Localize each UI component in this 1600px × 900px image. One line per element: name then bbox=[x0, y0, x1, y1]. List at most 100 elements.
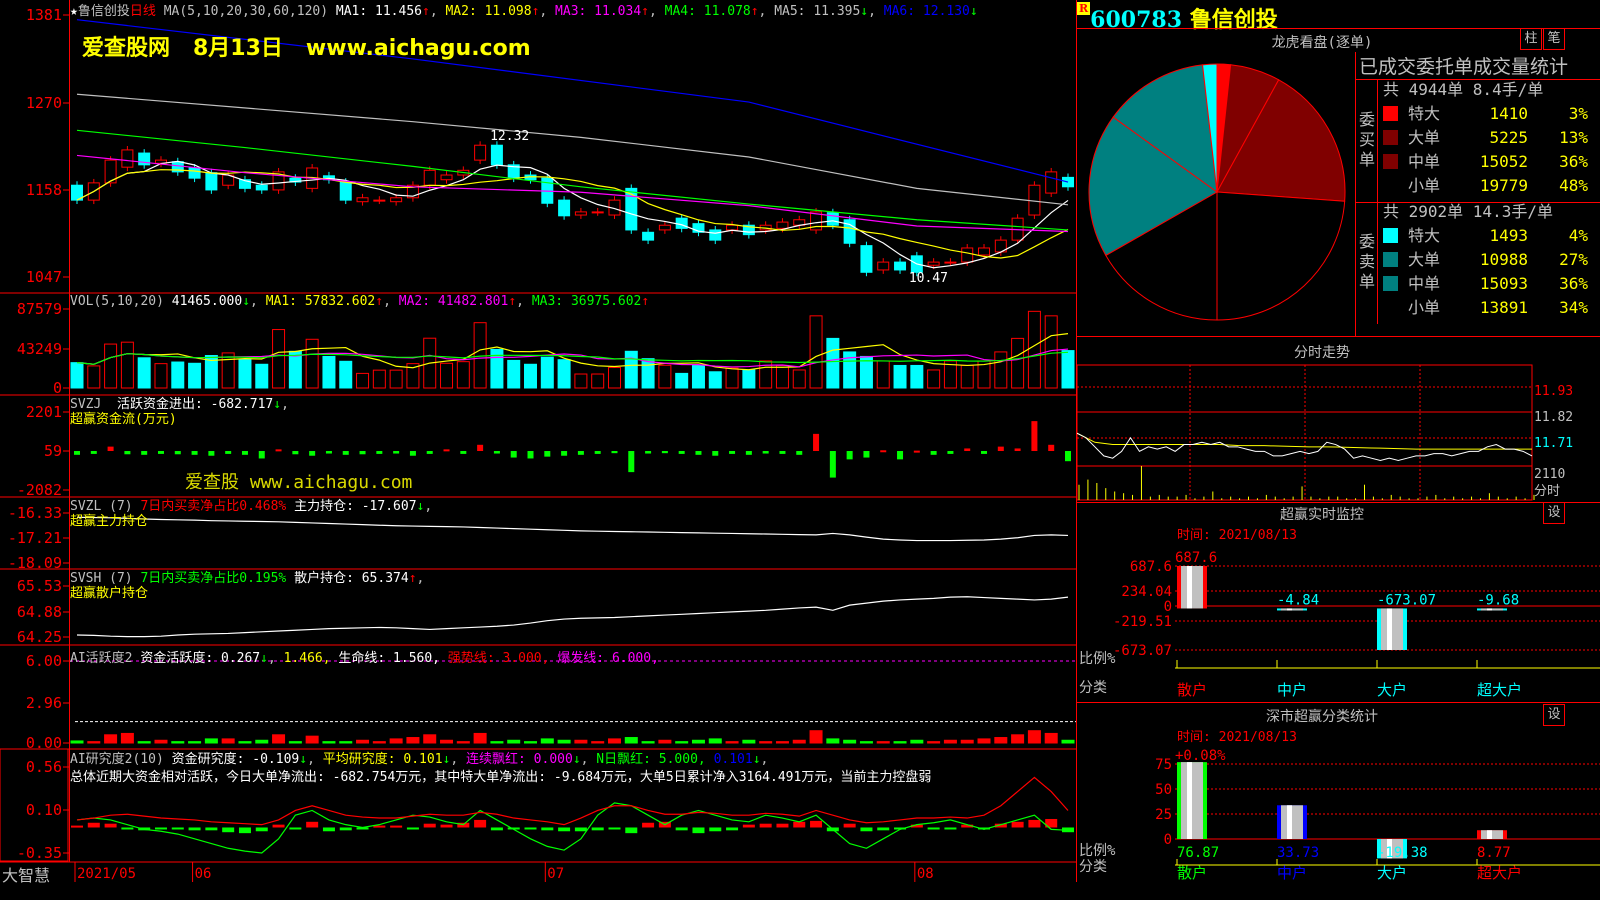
volume-bar bbox=[1061, 350, 1075, 389]
fund-flow-bar bbox=[74, 451, 80, 455]
research-bar bbox=[944, 827, 957, 830]
fund-flow-bar bbox=[225, 451, 232, 454]
fund-flow-bar bbox=[678, 451, 685, 454]
activity-bar bbox=[759, 741, 773, 744]
candle-down bbox=[188, 167, 201, 179]
activity-bar bbox=[1011, 734, 1025, 744]
fund-flow-bar bbox=[997, 446, 1004, 452]
row-pct: 4% bbox=[1568, 226, 1588, 245]
candle-up bbox=[423, 169, 436, 186]
category-bar bbox=[1277, 805, 1307, 839]
activity-bar bbox=[423, 734, 437, 744]
fund-flow-bar bbox=[628, 451, 635, 473]
buy-row: 中单 15052 36% bbox=[1383, 150, 1588, 174]
bar-highlight bbox=[1187, 566, 1192, 609]
period-label[interactable]: 日线 bbox=[129, 4, 156, 19]
fund-flow-bar bbox=[829, 451, 836, 478]
activity-bar bbox=[775, 741, 789, 744]
research-bar bbox=[558, 827, 571, 832]
minute-chart[interactable]: 11.93 11.82 11.71 2110 分时 bbox=[1077, 360, 1600, 502]
main-header: ★鲁信创投日线 MA(5,10,20,30,60,120) MA1: 11.45… bbox=[70, 4, 978, 19]
top-value: +0.08% bbox=[1175, 748, 1226, 764]
buy-row: 大单 5225 13% bbox=[1383, 126, 1588, 150]
y-tick-label: 2.96 bbox=[26, 694, 62, 712]
kline-chart-area[interactable]: 1381 1270 1158 1047 87579 43249 0 2201 59 -2082 -1… bbox=[0, 0, 1076, 885]
favorite-star-icon[interactable]: ★ bbox=[70, 4, 78, 19]
activity-bar bbox=[792, 739, 806, 744]
right-panel: R600783 鲁信创投 龙虎看盘(逐单) 柱 笔 已成交委托单成交量统计 委买… bbox=[1076, 0, 1600, 882]
candle-up bbox=[356, 197, 369, 203]
row-value: 15093 bbox=[1479, 274, 1528, 293]
volume-bar bbox=[960, 364, 974, 389]
row-value: 19779 bbox=[1479, 176, 1528, 195]
activity-bar bbox=[977, 738, 991, 744]
row-pct: 48% bbox=[1559, 176, 1588, 195]
candle-up bbox=[104, 159, 117, 184]
fund-flow-bar bbox=[325, 451, 332, 454]
ratio-label: 比例% bbox=[1079, 651, 1116, 667]
stock-code: 600783 bbox=[1090, 7, 1183, 33]
research-bar bbox=[406, 827, 419, 830]
activity-bar bbox=[204, 738, 218, 744]
fund-flow-bar bbox=[796, 451, 803, 455]
activity-bar bbox=[893, 741, 907, 744]
fund-flow-bar bbox=[208, 451, 215, 456]
pie-slice bbox=[1216, 191, 1346, 321]
candle-down bbox=[289, 177, 302, 183]
fund-flow-bar bbox=[174, 451, 181, 455]
candle-down bbox=[558, 199, 571, 217]
research-bar bbox=[978, 827, 991, 830]
research-bar bbox=[742, 824, 755, 828]
tick-view-button[interactable]: 笔 bbox=[1543, 28, 1565, 50]
activity-bar bbox=[943, 739, 957, 744]
bar-highlight bbox=[1487, 608, 1492, 611]
kline-svg[interactable]: 1381 1270 1158 1047 87579 43249 0 2201 59 -2082 -1… bbox=[0, 0, 1076, 882]
bar-highlight bbox=[1387, 608, 1392, 650]
candle-up bbox=[810, 211, 823, 231]
fund-flow-bar bbox=[544, 451, 551, 457]
category-label: 大户 bbox=[1377, 681, 1407, 699]
pie-slice bbox=[1105, 191, 1218, 321]
bar-value: -4.84 bbox=[1277, 592, 1319, 608]
volume-bar bbox=[221, 352, 235, 389]
fund-flow-bar bbox=[897, 451, 904, 460]
category-label: 散户 bbox=[1177, 864, 1207, 882]
category-bar bbox=[1377, 839, 1407, 859]
y-tick-label: 75 bbox=[1155, 757, 1172, 773]
legend-swatch bbox=[1383, 228, 1398, 243]
research-bar bbox=[894, 827, 907, 830]
bar-value: 33.73 bbox=[1277, 845, 1319, 861]
ma5-value: MA5: 11.395 bbox=[774, 4, 861, 19]
research-bar bbox=[356, 827, 369, 830]
volume-bar bbox=[238, 358, 252, 389]
category-label: 中户 bbox=[1277, 864, 1307, 882]
bar-highlight bbox=[1187, 762, 1192, 839]
row-pct: 13% bbox=[1559, 128, 1588, 147]
ai1-header: AI活跃度2 资金活跃度: 0.267↓, 1.466, 生命线: 1.560,… bbox=[70, 651, 659, 666]
bar-view-button[interactable]: 柱 bbox=[1520, 28, 1542, 50]
fund-flow-bar bbox=[359, 451, 366, 455]
ma1-value: MA1: 11.456 bbox=[335, 4, 422, 19]
category-bar bbox=[1477, 608, 1507, 611]
stats-settings-button[interactable]: 设 bbox=[1543, 704, 1565, 726]
arrow-down-icon: ↓ bbox=[969, 4, 978, 19]
activity-bar bbox=[1061, 739, 1075, 744]
row-value: 15052 bbox=[1479, 152, 1528, 171]
candle-down bbox=[490, 144, 503, 166]
research-bar bbox=[927, 827, 940, 830]
fund-flow-bar bbox=[510, 451, 517, 458]
volume-bar bbox=[339, 360, 353, 389]
y-tick-label: -673.07 bbox=[1113, 643, 1172, 659]
fund-flow-bar bbox=[393, 451, 400, 454]
fund-flow-bar bbox=[124, 451, 131, 455]
volume-bar bbox=[826, 337, 840, 389]
ai2-header: AI研究度2(10) 资金研究度: -0.109↓, 平均研究度: 0.101↓… bbox=[70, 752, 932, 785]
row-value: 1493 bbox=[1489, 226, 1528, 245]
fund-flow-bar bbox=[645, 451, 652, 454]
bar-value: -19.38 bbox=[1377, 845, 1428, 861]
candle-up bbox=[591, 211, 604, 214]
monitor-settings-button[interactable]: 设 bbox=[1543, 502, 1565, 524]
monitor-title: 超赢实时监控 bbox=[1280, 507, 1364, 523]
activity-bar bbox=[843, 739, 857, 744]
volume-bar bbox=[927, 369, 941, 389]
